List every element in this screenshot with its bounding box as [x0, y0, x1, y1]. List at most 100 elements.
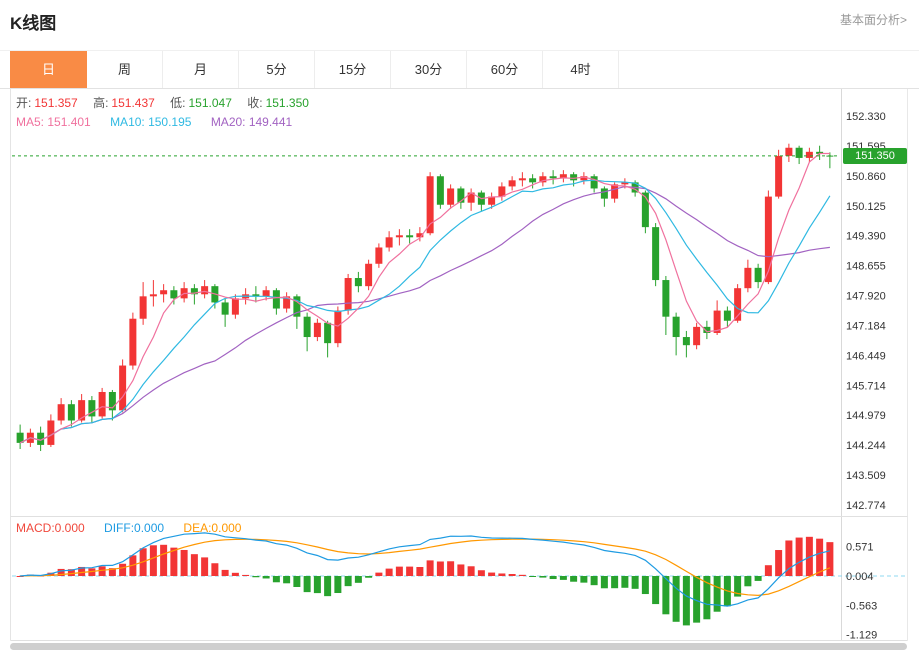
horizontal-scrollbar[interactable]	[10, 643, 907, 650]
candle	[641, 192, 649, 228]
candle	[621, 182, 629, 185]
macd-hist-bar	[600, 576, 608, 589]
candle	[252, 294, 260, 297]
candle	[313, 322, 321, 338]
candle	[744, 267, 752, 289]
tab-month[interactable]: 月	[163, 51, 239, 88]
macd-hist-bar	[201, 557, 209, 576]
timeframe-tabs: 日周月 5分 15分 30分 60分 4时	[0, 50, 919, 89]
macd-axis-label: -1.129	[846, 630, 877, 642]
candle	[344, 278, 352, 311]
open-label: 开:	[16, 96, 32, 110]
y-axis-label: 143.509	[846, 470, 886, 482]
tab-30min[interactable]: 30分	[391, 51, 467, 88]
candle	[693, 326, 701, 346]
candle	[293, 296, 301, 317]
low-value: 151.047	[188, 96, 232, 110]
low-label: 低:	[170, 96, 186, 110]
candle	[775, 155, 783, 197]
macd-hist-bar	[344, 576, 352, 587]
macd-hist-bar	[211, 563, 219, 576]
candle	[549, 176, 557, 179]
candle	[365, 263, 373, 287]
macd-hist-bar	[67, 569, 75, 576]
y-axis-label: 148.655	[846, 261, 886, 273]
candle	[723, 310, 731, 321]
macd-hist-bar	[170, 547, 178, 576]
candle	[580, 176, 588, 181]
macd-hist-bar	[611, 576, 619, 589]
candle	[488, 196, 496, 205]
macd-hist-bar	[795, 537, 803, 576]
macd-hist-bar	[529, 576, 537, 577]
y-axis-label: 150.860	[846, 171, 886, 183]
candle	[78, 400, 86, 421]
candle	[272, 290, 280, 309]
macd-hist-bar	[375, 572, 383, 576]
candle	[426, 176, 434, 234]
fundamental-analysis-link[interactable]: 基本面分析>	[839, 13, 907, 27]
candle	[37, 432, 45, 445]
y-axis-label: 145.714	[846, 380, 886, 392]
y-axis-label: 144.244	[846, 440, 886, 452]
macd-info: MACD:0.000 DIFF:0.000 DEA:0.000	[16, 521, 257, 535]
macd-hist-bar	[365, 576, 373, 578]
candle	[805, 151, 813, 158]
candle	[795, 147, 803, 158]
macd-hist-bar	[775, 550, 783, 576]
candle	[570, 174, 578, 181]
macd-hist-bar	[108, 568, 116, 576]
tab-4hour[interactable]: 4时	[543, 51, 619, 88]
diff-line	[20, 532, 831, 607]
macd-hist-bar	[190, 554, 198, 576]
macd-hist-bar	[447, 561, 455, 576]
macd-hist-bar	[78, 566, 86, 576]
candle	[139, 296, 147, 319]
candle	[529, 178, 537, 183]
tab-5min[interactable]: 5分	[239, 51, 315, 88]
macd-hist-bar	[88, 568, 96, 576]
macd-hist-bar	[662, 576, 670, 615]
macd-hist-bar	[713, 576, 721, 612]
candle	[129, 318, 137, 366]
macd-hist-bar	[406, 566, 414, 576]
macd-hist-bar	[805, 536, 813, 576]
macd-hist-bar	[242, 574, 250, 576]
candle	[498, 186, 506, 197]
candle	[98, 391, 106, 417]
candle	[334, 310, 342, 344]
macd-hist-bar	[180, 549, 188, 576]
macd-hist-bar	[98, 566, 106, 576]
page-title: K线图	[10, 14, 57, 33]
tab-week[interactable]: 周	[87, 51, 163, 88]
ma-info: MA5: 151.401 MA10: 150.195 MA20: 149.441	[16, 115, 308, 129]
tab-60min[interactable]: 60分	[467, 51, 543, 88]
y-axis-label: 147.184	[846, 320, 886, 332]
y-axis-label: 152.330	[846, 111, 886, 123]
candle	[682, 337, 690, 346]
macd-hist-bar	[416, 566, 424, 576]
y-axis-label: 150.125	[846, 201, 886, 213]
candle	[816, 151, 824, 154]
macd-hist-bar	[580, 576, 588, 583]
macd-hist-bar	[303, 576, 311, 593]
candle	[754, 267, 762, 283]
y-axis-label: 149.390	[846, 231, 886, 243]
candle	[436, 176, 444, 205]
candle	[600, 188, 608, 199]
ma5-value: MA5: 151.401	[16, 115, 91, 129]
candle	[354, 278, 362, 287]
tab-day[interactable]: 日	[10, 51, 87, 88]
candle	[508, 180, 516, 187]
candle	[47, 420, 55, 445]
macd-hist-bar	[488, 572, 496, 576]
candle	[283, 296, 291, 309]
macd-hist-bar	[785, 540, 793, 576]
macd-hist-bar	[385, 568, 393, 576]
macd-hist-bar	[816, 538, 824, 576]
tab-15min[interactable]: 15分	[315, 51, 391, 88]
candle	[88, 400, 96, 417]
candlestick-chart[interactable]: 152.330151.595150.860150.125149.390148.6…	[0, 89, 919, 650]
candle	[57, 404, 65, 421]
